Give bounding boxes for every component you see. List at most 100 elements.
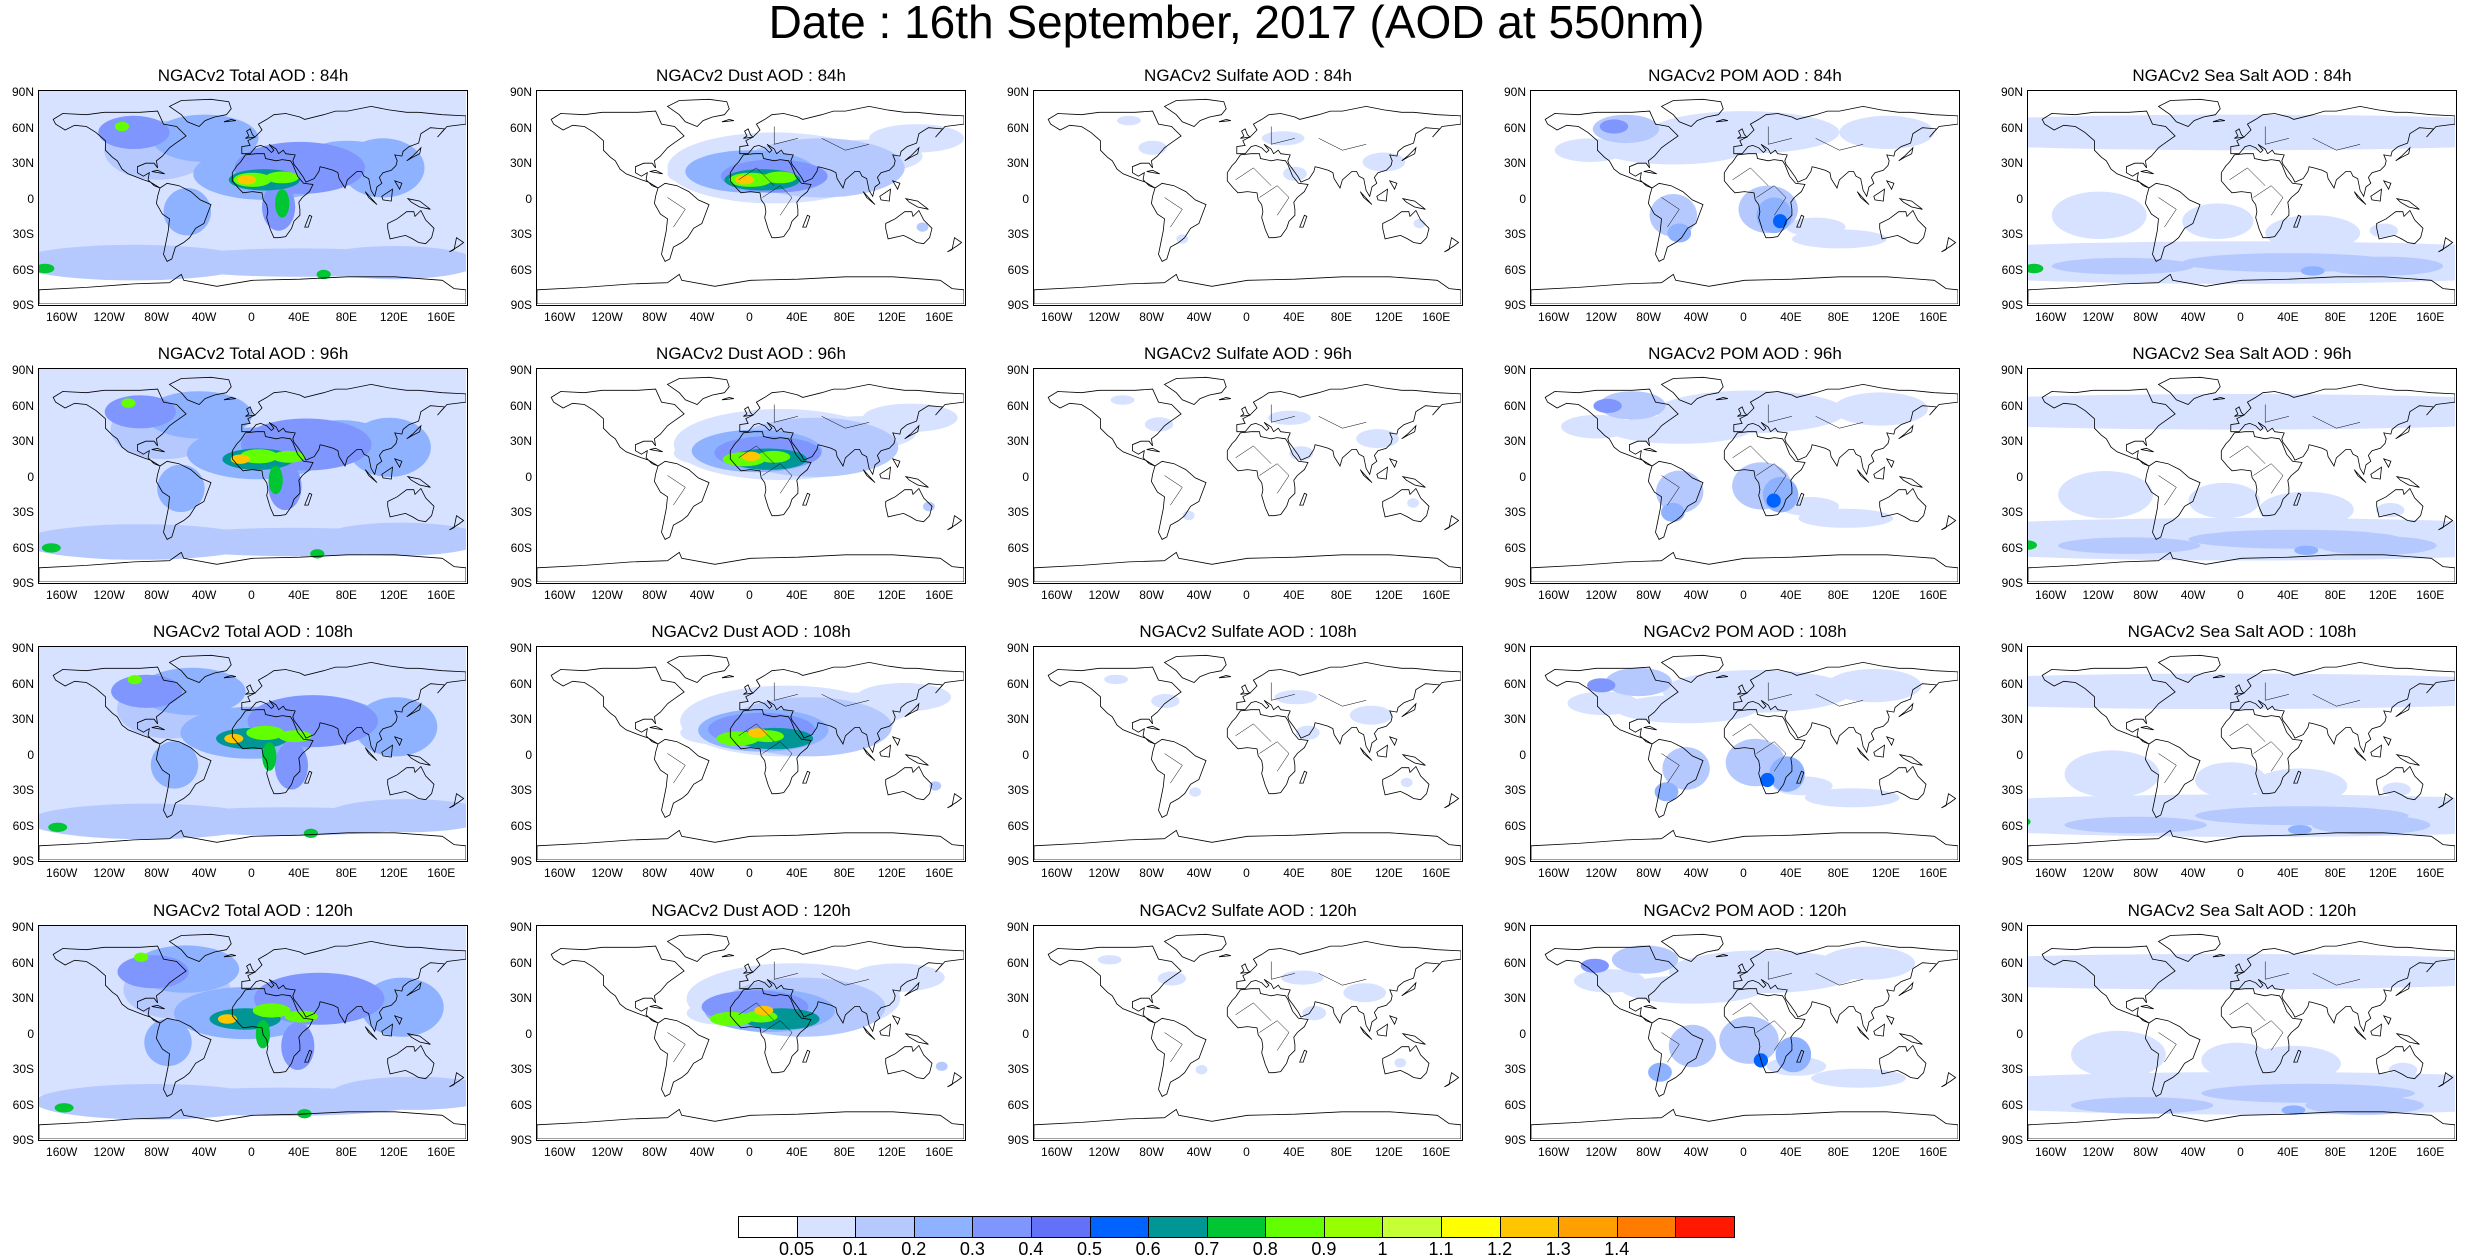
coastline (1034, 273, 1461, 304)
latitude-tick-label: 90N (509, 85, 532, 99)
longitude-tick-label: 40E (1283, 1145, 1305, 1159)
longitude-tick-label: 80W (1139, 866, 1164, 880)
longitude-tick-label: 40E (2277, 866, 2299, 880)
aod-contour-region (2195, 762, 2267, 798)
aod-map-svg (1034, 376, 1461, 582)
latitude-tick-label: 60N (11, 120, 34, 135)
coastline (1873, 744, 1885, 758)
aod-contour-region (1593, 398, 1622, 413)
longitude-tick-label: 160W (46, 588, 78, 602)
country-border (1732, 445, 1769, 464)
latitude-tick-label: 60S (510, 1097, 532, 1112)
coastline (52, 945, 187, 1024)
longitude-tick-label: 160W (1041, 310, 1073, 324)
aod-map-svg (1034, 654, 1461, 860)
coastline (1240, 684, 1251, 695)
country-border (2312, 138, 2361, 151)
aod-contour-region (1804, 788, 1900, 808)
aod-map-svg (2028, 98, 2455, 304)
latitude-tick-label: 90S (2001, 1133, 2023, 1147)
longitude-tick-label: 80W (144, 310, 169, 324)
coastline (947, 515, 963, 531)
longitude-tick-label: 120W (591, 588, 623, 602)
longitude-tick-label: 0 (746, 310, 753, 324)
coastline (729, 988, 812, 1074)
longitude-tick-label: 80E (335, 310, 358, 324)
latitude-tick-label: 90N (2000, 363, 2023, 377)
coastline (721, 396, 734, 401)
latitude-tick-label: 90S (510, 576, 532, 590)
country-border (2264, 961, 2289, 980)
longitude-tick-label: 160W (1041, 588, 1073, 602)
aod-contour-region (1144, 417, 1174, 432)
coastline-layer (39, 98, 466, 304)
aod-contour-region (1605, 667, 1672, 697)
coastline (2293, 1049, 2302, 1063)
aod-field-layer (39, 91, 466, 281)
coastline (393, 458, 403, 469)
longitude-tick-label: 40E (786, 1145, 808, 1159)
country-border (2158, 197, 2177, 228)
country-border (773, 961, 798, 980)
coastline (2234, 963, 2245, 974)
latitude-tick-label: 30N (509, 434, 532, 448)
coastline (2370, 1023, 2382, 1037)
aod-contour-region (2281, 1105, 2306, 1115)
longitude-tick-label: 80E (1827, 866, 1850, 880)
coastline (1879, 487, 1927, 523)
longitude-tick-label: 80E (1330, 588, 1353, 602)
coastline (1376, 188, 1388, 202)
coastline (1873, 1023, 1885, 1037)
coastline (1531, 273, 1958, 304)
aod-contour-region (747, 728, 767, 738)
longitude-tick-label: 80E (833, 866, 856, 880)
longitude-tick-label: 40W (689, 1145, 715, 1159)
country-border (1164, 753, 1183, 784)
coastline (2395, 476, 2420, 488)
aod-contour-region (923, 501, 935, 512)
country-border (2264, 682, 2289, 701)
aod-contour-region (1283, 166, 1307, 181)
country-border (821, 416, 870, 429)
colorbar-swatch (1030, 1216, 1091, 1238)
colorbar-swatch (1148, 1216, 1208, 1238)
map-frame (38, 646, 468, 862)
latitude-tick-label: 60S (12, 818, 34, 833)
coastline (1544, 110, 1679, 189)
coastline (2438, 515, 2454, 531)
coastline (2212, 953, 2225, 958)
aod-contour-region (275, 189, 290, 218)
coastline (393, 180, 403, 191)
country-border (1235, 167, 1272, 186)
coastline (1544, 945, 1679, 1024)
latitude-tick-label: 30N (1503, 991, 1526, 1005)
aod-contour-region (121, 398, 136, 408)
coastline (2028, 1108, 2455, 1139)
latitude-tick-label: 30S (2001, 505, 2023, 519)
colorbar-tick-label: 0.8 (1252, 1239, 1278, 1259)
coastline (743, 963, 754, 974)
longitude-tick-label: 160W (544, 310, 576, 324)
coastline (2395, 198, 2420, 210)
coastline (387, 1044, 435, 1080)
coastline (1150, 1017, 1207, 1097)
country-border (2264, 126, 2289, 145)
aod-contour-region (217, 1014, 237, 1024)
country-border (2264, 404, 2289, 423)
aod-contour-region (916, 222, 929, 232)
longitude-tick-label: 160W (544, 1145, 576, 1159)
latitude-tick-label: 90S (2001, 576, 2023, 590)
country-border (2158, 1032, 2177, 1063)
coastline (666, 933, 730, 962)
coastline (1647, 738, 1704, 818)
country-border (2229, 167, 2266, 186)
aod-contour-region (1104, 674, 1128, 685)
aod-contour-region (862, 403, 958, 432)
country-border (1767, 961, 1792, 980)
longitude-tick-label: 80W (144, 1145, 169, 1159)
aod-contour-region (237, 175, 257, 185)
aod-contour-region (2064, 750, 2160, 798)
coastline (2370, 188, 2382, 202)
coastline (1359, 1026, 1373, 1040)
aod-field-layer (2028, 114, 2455, 284)
